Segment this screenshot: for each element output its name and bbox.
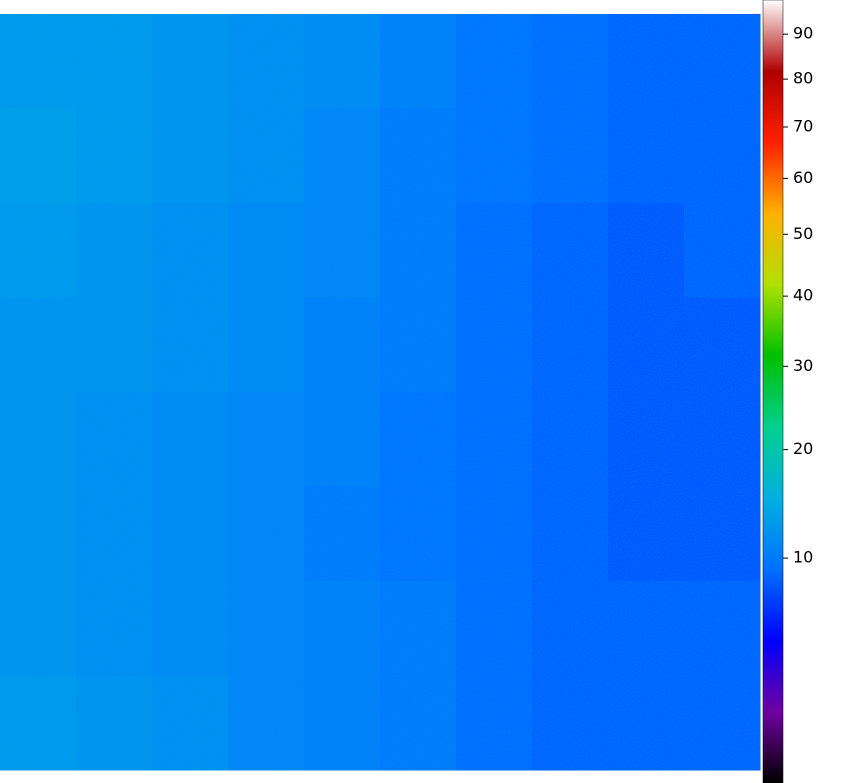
colorbar-ticks: 10 20 30 40 50 60 70 80 90	[783, 24, 813, 567]
colorbar-tick-label: 90	[793, 24, 813, 43]
colorbar-tick-label: 40	[793, 286, 813, 305]
colorbar-tick-label: 80	[793, 69, 813, 88]
colorbar-tick-label: 50	[793, 224, 813, 243]
colorbar-tick-label: 20	[793, 439, 813, 458]
colorbar	[762, 0, 784, 783]
colorbar-tick-label: 70	[793, 116, 813, 135]
colorbar-tick-label: 30	[793, 356, 813, 375]
noise-texture	[0, 14, 760, 770]
colorbar-tick-label: 10	[793, 548, 813, 567]
colorbar-tick-label: 60	[793, 168, 813, 187]
